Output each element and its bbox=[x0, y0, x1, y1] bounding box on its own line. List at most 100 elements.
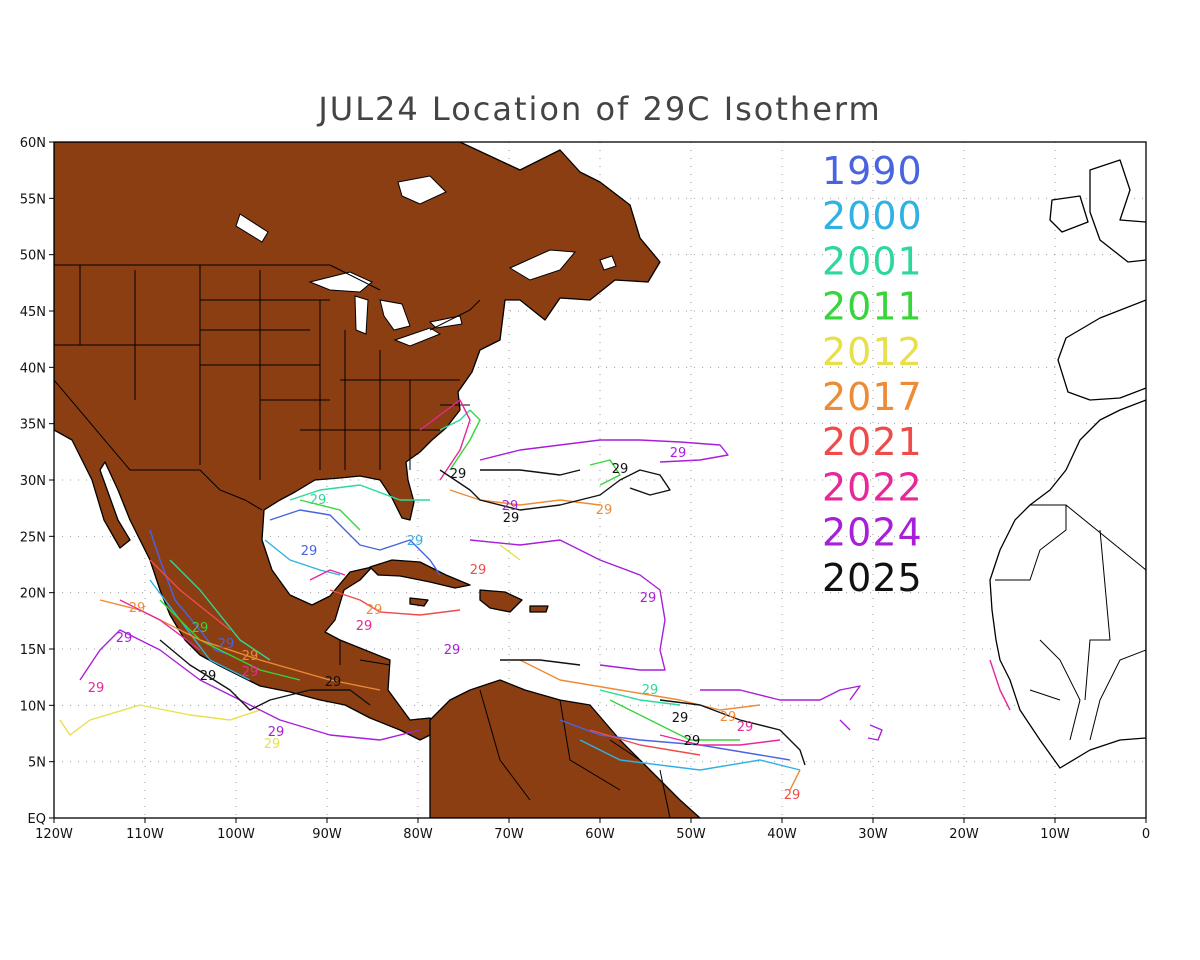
isotherm-2012 bbox=[59, 544, 521, 736]
contour-label: 29 bbox=[116, 631, 133, 646]
isotherm-2017 bbox=[99, 489, 801, 791]
legend-entry-2012: 2012 bbox=[822, 330, 923, 374]
contour-label: 29 bbox=[503, 511, 520, 526]
lat-tick-label: EQ bbox=[28, 812, 46, 827]
contour-label: 29 bbox=[670, 446, 687, 461]
contour-label: 29 bbox=[218, 637, 235, 652]
ireland-outline bbox=[1049, 195, 1089, 233]
contour-label: 29 bbox=[642, 683, 659, 698]
lat-tick-label: 55N bbox=[20, 192, 46, 207]
political-borders-na bbox=[54, 264, 481, 666]
isotherm-1990 bbox=[149, 509, 791, 761]
isotherm-2022 bbox=[119, 399, 1011, 746]
lon-tick-label: 10W bbox=[1040, 827, 1070, 842]
lat-tick-label: 30N bbox=[20, 474, 46, 489]
isotherm-2024 bbox=[79, 439, 883, 741]
lon-tick-label: 40W bbox=[767, 827, 797, 842]
contour-label: 29 bbox=[356, 619, 373, 634]
lat-tick-label: 5N bbox=[28, 756, 46, 771]
isotherm-2000 bbox=[149, 539, 801, 771]
contour-label: 29 bbox=[450, 467, 467, 482]
lon-tick-label: 80W bbox=[403, 827, 433, 842]
lon-tick-labels: 120W 110W 100W 90W 80W 70W 60W 50W 40W 30W 20W 10W 0 bbox=[35, 818, 1150, 842]
lat-tick-label: 45N bbox=[20, 305, 46, 320]
contour-label: 29 bbox=[407, 534, 424, 549]
legend-entry-2000: 2000 bbox=[822, 194, 923, 238]
contour-label: 29 bbox=[612, 462, 629, 477]
legend-entry-2021: 2021 bbox=[822, 420, 923, 464]
isotherm-2001 bbox=[169, 409, 681, 706]
contour-label: 29 bbox=[192, 621, 209, 636]
isotherm-2025 bbox=[159, 469, 806, 766]
lat-tick-label: 35N bbox=[20, 418, 46, 433]
contour-label: 29 bbox=[242, 665, 259, 680]
contour-label: 29 bbox=[444, 643, 461, 658]
hispaniola bbox=[479, 589, 523, 613]
lon-tick-label: 110W bbox=[126, 827, 164, 842]
gulf-st-lawrence bbox=[508, 249, 577, 281]
jamaica bbox=[409, 597, 429, 607]
contour-label: 29 bbox=[264, 737, 281, 752]
lat-tick-labels: EQ 5N 10N 15N 20N 25N 30N 35N 40N 45N 50N 55N 60N bbox=[20, 136, 54, 827]
south-america-landmass bbox=[429, 679, 701, 818]
cuba bbox=[369, 559, 471, 589]
contour-label: 29 bbox=[640, 591, 657, 606]
northern-lake bbox=[235, 213, 269, 243]
lat-tick-label: 60N bbox=[20, 136, 46, 151]
legend-entry-2025: 2025 bbox=[822, 556, 923, 600]
africa-outline bbox=[989, 399, 1146, 769]
isotherm-2021 bbox=[149, 559, 701, 756]
legend-entry-2011: 2011 bbox=[822, 285, 923, 329]
legend-entry-2022: 2022 bbox=[822, 465, 923, 509]
contour-label: 29 bbox=[737, 720, 754, 735]
legend-entry-2017: 2017 bbox=[822, 375, 923, 419]
iberia-outline bbox=[1057, 299, 1146, 401]
great-lakes bbox=[308, 271, 373, 293]
lon-tick-label: 90W bbox=[312, 827, 342, 842]
contour-label: 29 bbox=[310, 493, 327, 508]
legend-entry-1990: 1990 bbox=[822, 149, 923, 193]
contour-label: 29 bbox=[720, 710, 737, 725]
hudson-bay-edge bbox=[397, 175, 447, 205]
british-isles-outline bbox=[1089, 159, 1146, 263]
contour-label: 29 bbox=[502, 499, 519, 514]
contour-label: 29 bbox=[242, 649, 259, 664]
isotherm-2011 bbox=[159, 409, 740, 741]
lon-tick-label: 100W bbox=[217, 827, 255, 842]
contour-label: 29 bbox=[366, 603, 383, 618]
lake-huron bbox=[379, 299, 411, 331]
contour-label: 29 bbox=[784, 788, 801, 803]
lon-tick-label: 0 bbox=[1142, 827, 1150, 842]
lon-tick-label: 120W bbox=[35, 827, 73, 842]
contour-label: 29 bbox=[88, 681, 105, 696]
north-america-landmass bbox=[54, 142, 661, 741]
contour-label: 29 bbox=[684, 734, 701, 749]
lat-tick-label: 20N bbox=[20, 587, 46, 602]
contour-label: 29 bbox=[672, 711, 689, 726]
contour-label: 29 bbox=[301, 544, 318, 559]
lon-tick-label: 70W bbox=[494, 827, 524, 842]
lat-tick-label: 40N bbox=[20, 361, 46, 376]
contour-label: 29 bbox=[200, 669, 217, 684]
contour-label: 29 bbox=[129, 601, 146, 616]
legend-entry-2001: 2001 bbox=[822, 239, 923, 283]
lon-tick-label: 50W bbox=[676, 827, 706, 842]
legend-entry-2024: 2024 bbox=[822, 511, 923, 555]
newfoundland-gap bbox=[599, 255, 617, 271]
contour-label: 29 bbox=[325, 675, 342, 690]
map-title: JUL24 Location of 29C Isotherm bbox=[316, 90, 881, 128]
lat-tick-label: 50N bbox=[20, 249, 46, 264]
contour-label: 29 bbox=[268, 725, 285, 740]
lon-tick-label: 60W bbox=[585, 827, 615, 842]
isotherm-contours bbox=[59, 399, 1011, 791]
political-borders-sa bbox=[479, 689, 671, 818]
political-borders-africa bbox=[995, 504, 1146, 741]
lat-tick-label: 10N bbox=[20, 699, 46, 714]
lat-tick-label: 15N bbox=[20, 643, 46, 658]
lake-erie bbox=[393, 327, 442, 347]
lon-tick-label: 30W bbox=[858, 827, 888, 842]
contour-label: 29 bbox=[596, 503, 613, 518]
